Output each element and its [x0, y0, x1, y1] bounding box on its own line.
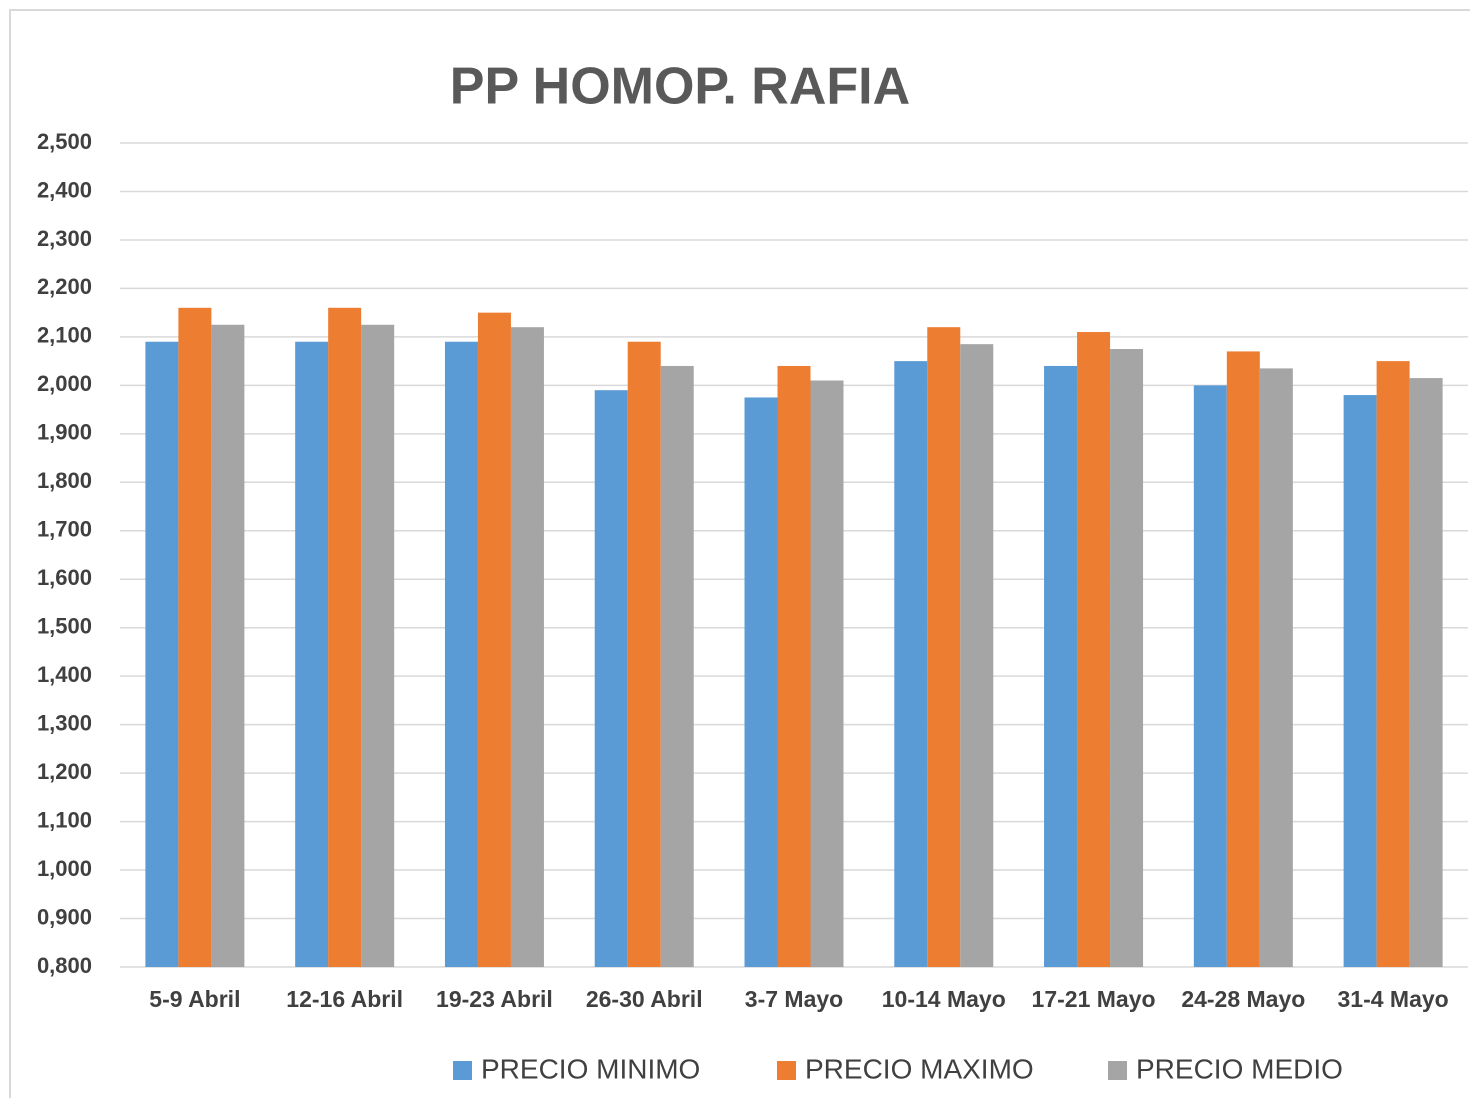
bar [744, 397, 778, 967]
bar [1343, 395, 1377, 967]
x-tick-label: 5-9 Abril [149, 986, 240, 1012]
bar [444, 341, 478, 968]
y-tick-label: 0,800 [37, 953, 92, 978]
bar [1110, 349, 1144, 967]
bar [810, 380, 844, 968]
y-tick-label: 2,400 [37, 177, 92, 202]
bar [1044, 365, 1078, 967]
x-tick-label: 31-4 Mayo [1338, 986, 1449, 1012]
bar [594, 390, 628, 967]
legend-swatch [777, 1061, 796, 1080]
bar [627, 341, 661, 968]
y-tick-label: 0,900 [37, 904, 92, 929]
legend-label: PRECIO MAXIMO [805, 1053, 1034, 1084]
y-tick-label: 2,500 [37, 129, 92, 154]
y-tick-label: 1,400 [37, 662, 92, 687]
y-tick-label: 2,300 [37, 226, 92, 251]
bar [211, 324, 245, 967]
chart-frame [9, 9, 1470, 1098]
bar [1077, 332, 1111, 968]
legend-label: PRECIO MEDIO [1136, 1053, 1343, 1084]
x-tick-label: 19-23 Abril [436, 986, 553, 1012]
bar [328, 307, 362, 967]
y-tick-label: 1,500 [37, 614, 92, 639]
bar [295, 341, 329, 968]
bar [660, 365, 694, 967]
bar [1226, 351, 1260, 967]
bar [1193, 385, 1227, 968]
bar [361, 324, 395, 967]
bar [894, 361, 928, 967]
bar [1376, 361, 1410, 967]
y-tick-label: 1,000 [37, 856, 92, 881]
bar [1409, 378, 1443, 967]
x-tick-label: 12-16 Abril [286, 986, 403, 1012]
bar [927, 327, 961, 967]
y-tick-label: 1,200 [37, 759, 92, 784]
y-tick-label: 1,600 [37, 565, 92, 590]
y-tick-label: 2,000 [37, 371, 92, 396]
x-tick-label: 26-30 Abril [586, 986, 703, 1012]
bar [1259, 368, 1293, 967]
x-tick-label: 24-28 Mayo [1181, 986, 1305, 1012]
y-tick-label: 1,100 [37, 807, 92, 832]
y-tick-label: 1,800 [37, 468, 92, 493]
bar [777, 365, 811, 967]
y-tick-label: 1,300 [37, 710, 92, 735]
bar [477, 312, 511, 967]
y-tick-label: 2,100 [37, 323, 92, 348]
legend-swatch [1108, 1061, 1127, 1080]
y-tick-label: 1,700 [37, 517, 92, 542]
x-tick-label: 3-7 Mayo [745, 986, 843, 1012]
bar [960, 344, 994, 967]
bar [145, 341, 179, 968]
chart-title: PP HOMOP. RAFIA [450, 58, 910, 116]
y-tick-label: 2,200 [37, 274, 92, 299]
legend-swatch [453, 1061, 472, 1080]
bar [510, 327, 544, 967]
legend-label: PRECIO MINIMO [481, 1053, 700, 1084]
x-tick-label: 17-21 Mayo [1032, 986, 1156, 1012]
y-tick-label: 1,900 [37, 420, 92, 445]
bar [178, 307, 212, 967]
x-tick-label: 10-14 Mayo [882, 986, 1006, 1012]
